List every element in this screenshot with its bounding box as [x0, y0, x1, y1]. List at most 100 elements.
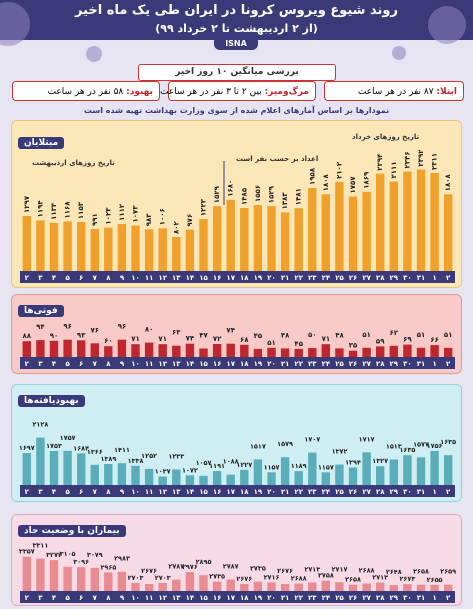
infected-bar [389, 181, 398, 271]
deaths-value-label: ۵۱ [362, 331, 371, 339]
recovered-bar [212, 471, 222, 485]
recovered-category-label: ۱ [432, 488, 436, 496]
recovered-bar [117, 463, 127, 485]
infected-bar [240, 208, 249, 271]
critical-category-label: ۲۱ [281, 594, 290, 602]
infected-value-label: ۱۳۸۳ [281, 192, 289, 210]
deaths-bar [416, 347, 426, 357]
recovered-value-label: ۱۶۳۵ [440, 438, 456, 446]
critical-value-label: ۲۷۸۷ [168, 563, 184, 571]
critical-bar [117, 571, 127, 591]
critical-bar [172, 579, 181, 591]
summary-deaths-value: بین ۲ تا ۳ نفر در هر ساعت [160, 87, 262, 97]
recovered-value-label: ۱۶۳۵ [399, 446, 415, 454]
summary-recovered: بهبود: ۵۸ نفر در هر ساعت [12, 81, 160, 101]
deaths-category-label: ۱۱ [145, 360, 154, 368]
infected-bar [280, 212, 290, 271]
deaths-category-label: ۲۸ [376, 360, 385, 368]
infected-value-label: ۱۱۳۴ [50, 202, 58, 220]
recovered-value-label: ۱۲۹۴ [345, 458, 361, 466]
critical-value-label: ۲۹۸۳ [114, 555, 130, 563]
deaths-category-label: ۶ [79, 360, 83, 368]
deaths-bar [158, 344, 167, 357]
critical-value-label: ۲۷۱۳ [372, 574, 388, 582]
infected-bar [185, 229, 195, 271]
deaths-category-label: ۱۴ [186, 360, 195, 368]
recovered-value-label: ۱۶۹۷ [19, 444, 35, 452]
deaths-category-label: ۴ [52, 360, 57, 368]
isna-logo: ISNA [214, 38, 258, 50]
critical-category-label: ۲۲ [294, 594, 303, 602]
deaths-value-label: ۶۸ [240, 336, 249, 344]
deaths-bar [335, 348, 344, 357]
critical-axis-strip [20, 591, 455, 603]
critical-value-label: ۳۱۰۵ [60, 550, 76, 558]
infected-category-label: ۱ [432, 274, 436, 282]
recovered-category-label: ۷ [93, 488, 98, 496]
recovered-value-label: ۱۵۷۷ [413, 440, 429, 448]
infected-category-label: ۲۳ [308, 274, 317, 282]
recovered-chart-title: بهبودیافته‌ها [18, 395, 85, 407]
infected-value-label: ۹۸۳ [145, 213, 153, 227]
recovered-bar [63, 450, 72, 485]
infected-value-label: ۲۱۱۱ [390, 161, 398, 178]
critical-bar [294, 583, 303, 591]
recovered-category-label: ۱۶ [213, 488, 222, 496]
critical-bar [403, 584, 412, 591]
deaths-bar [389, 345, 398, 357]
recovered-category-label: ۲ [25, 488, 30, 496]
critical-value-label: ۳۰۹۶ [73, 558, 89, 566]
critical-bar [212, 581, 222, 591]
recovered-value-label: ۱۰۳۷ [155, 468, 171, 476]
infected-category-label: ۹ [120, 274, 125, 282]
deaths-chart: ۸۸۲۹۴۳۹۰۴۹۶۵۹۳۶۷۶۷۶۰۸۹۶۹۷۱۱۰۸۰۱۱۷۱۱۲۶۳۱۳… [20, 323, 455, 369]
deaths-bar [267, 347, 276, 357]
deaths-category-label: ۳۰ [403, 360, 412, 368]
deaths-value-label: ۹۶ [63, 323, 72, 331]
critical-category-label: ۳۱ [417, 594, 426, 602]
critical-category-label: ۱ [432, 594, 436, 602]
critical-value-label: ۲۸۹۵ [196, 558, 212, 566]
virus-icon [428, 6, 466, 44]
deaths-bar [77, 340, 86, 357]
critical-value-label: ۳۳۵۷ [19, 548, 35, 556]
deaths-value-label: ۵۱ [267, 339, 276, 347]
critical-value-label: ۲۹۷۶ [182, 563, 198, 571]
infected-category-label: ۳۰ [403, 274, 412, 282]
critical-bar [321, 580, 330, 591]
critical-value-label: ۲۷۰۳ [155, 574, 171, 582]
deaths-category-label: ۹ [120, 360, 125, 368]
infected-value-label: ۱۷۵۷ [349, 176, 357, 194]
recovered-bar [240, 469, 249, 486]
virus-icon [86, 46, 102, 62]
deaths-value-label: ۶۲ [390, 329, 399, 337]
critical-bar [158, 582, 167, 591]
infected-bar [376, 173, 385, 271]
critical-bar [362, 583, 371, 591]
critical-value-label: ۲۶۵۹ [440, 568, 456, 576]
critical-bar [90, 567, 99, 591]
deaths-bar [294, 348, 303, 357]
recovered-category-label: ۲۰ [267, 488, 276, 496]
recovered-value-label: ۱۱۸۹ [291, 462, 307, 470]
infected-panel: مبتلایان تاریخ روزهای اردیبهشت اعداد بر … [11, 120, 462, 288]
infected-bar [104, 227, 113, 271]
critical-value-label: ۲۶۷۶ [141, 567, 157, 575]
critical-category-label: ۴ [52, 594, 57, 602]
critical-bar [444, 584, 453, 591]
infected-category-label: ۳۱ [417, 274, 426, 282]
infected-category-label: ۶ [79, 274, 83, 282]
deaths-value-label: ۶۰ [104, 337, 113, 345]
recovered-category-label: ۲۴ [322, 488, 331, 496]
virus-icon [392, 46, 406, 60]
infected-value-label: ۱۱۵۳ [77, 201, 85, 219]
deaths-chart-title: فوتی‌ها [18, 305, 64, 317]
infected-value-label: ۲۳۱۱ [431, 153, 439, 170]
infected-value-label: ۱۱۶۸ [64, 201, 72, 219]
infected-category-label: ۱۳ [172, 274, 181, 282]
critical-value-label: ۲۷۸۷ [223, 563, 239, 571]
critical-category-label: ۸ [106, 594, 111, 602]
deaths-category-label: ۱۷ [226, 360, 235, 368]
infected-category-label: ۱۵ [199, 274, 208, 282]
deaths-bar [321, 344, 330, 357]
